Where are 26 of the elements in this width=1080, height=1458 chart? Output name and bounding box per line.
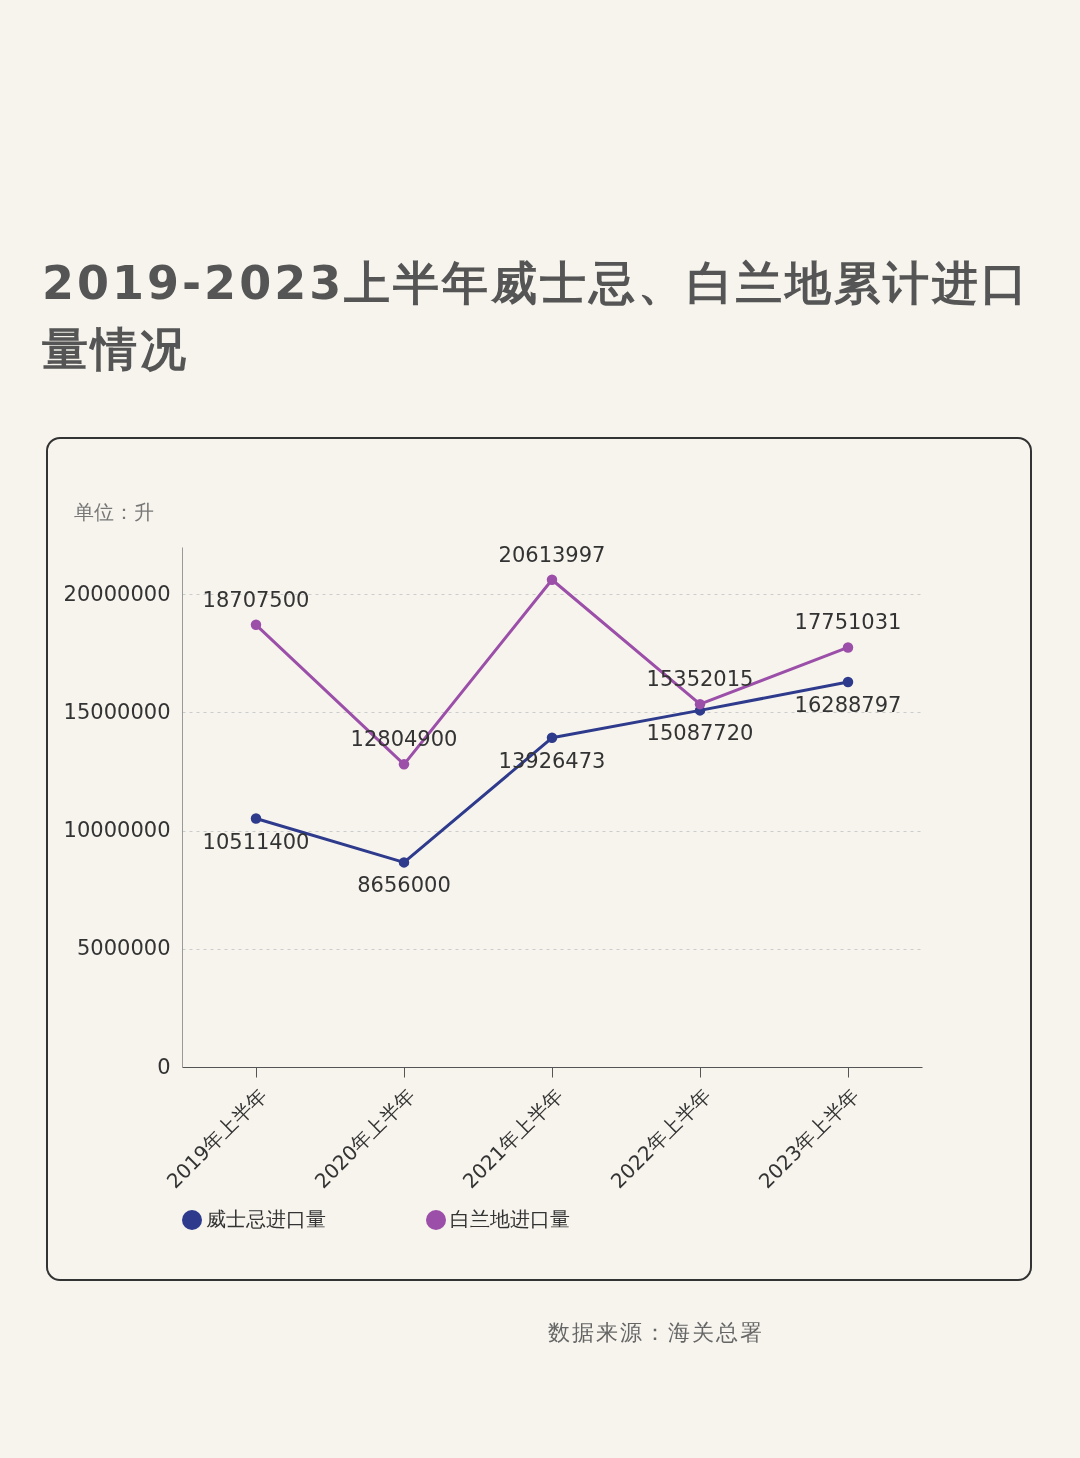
data-label: 17751031: [794, 610, 902, 635]
legend-label: 威士忌进口量: [206, 1207, 326, 1231]
y-tick-label: 0: [157, 1054, 171, 1079]
chart-title: 2019-2023上半年威士忌、白兰地累计进口量情况: [42, 255, 1032, 378]
point: [842, 642, 854, 653]
data-label: 20613997: [498, 542, 606, 567]
point: [694, 698, 706, 710]
point: [398, 759, 410, 770]
data-label: 18707500: [202, 587, 310, 612]
data-label: 10511400: [202, 829, 310, 854]
legend-label: 白兰地进口量: [450, 1207, 570, 1231]
data-label: 15087720: [646, 721, 754, 746]
data-label: 16288797: [794, 692, 902, 717]
y-tick-label: 15000000: [63, 699, 171, 724]
text: 单位：升: [74, 499, 154, 526]
y-tick-label: 5000000: [76, 936, 171, 961]
point: [842, 676, 854, 688]
point: [546, 574, 558, 585]
point: [546, 732, 558, 744]
point: [250, 813, 262, 824]
data-label: 8656000: [357, 873, 451, 898]
y-tick-label: 10000000: [63, 818, 171, 843]
point: [250, 619, 262, 631]
source-note: 数据来源：海关总署: [548, 1319, 764, 1347]
y-tick-label: 20000000: [63, 581, 171, 606]
point: [398, 857, 410, 868]
